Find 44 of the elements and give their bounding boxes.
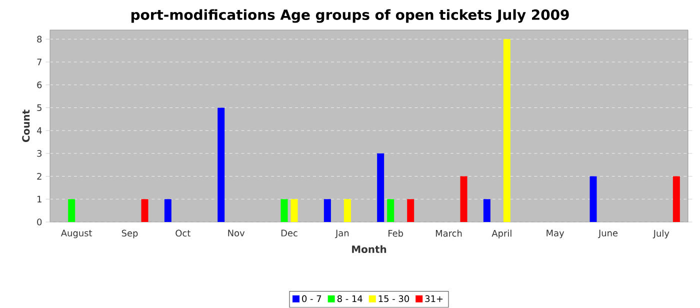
chart-title: port-modifications Age groups of open tickets July 2009 — [131, 9, 569, 23]
legend-label: 15 - 30 — [378, 295, 409, 302]
x-tick-label: March — [436, 230, 462, 237]
legend-label: 8 - 14 — [337, 295, 362, 302]
bar — [324, 199, 331, 222]
bar — [503, 39, 510, 222]
bar — [218, 108, 225, 222]
legend-label: 0 - 7 — [302, 295, 322, 302]
bar — [672, 176, 680, 222]
y-tick-label: 2 — [37, 173, 42, 180]
y-tick-label: 1 — [38, 196, 42, 203]
x-tick-label: Feb — [388, 230, 404, 237]
bar — [387, 199, 394, 222]
bar — [483, 199, 490, 222]
x-tick-label: Nov — [228, 230, 245, 237]
x-tick-label: May — [546, 230, 564, 238]
x-tick-label: Dec — [281, 230, 298, 237]
bar — [377, 154, 384, 222]
bar — [344, 199, 351, 222]
x-tick-label: June — [598, 230, 618, 238]
y-tick-label: 5 — [37, 104, 42, 112]
x-axis-title: Month — [352, 245, 386, 254]
bar — [141, 199, 148, 222]
bar — [290, 199, 298, 222]
x-tick-label: April — [492, 230, 512, 239]
bar — [280, 199, 288, 222]
y-tick-label: 0 — [37, 218, 42, 226]
y-tick-label: 3 — [37, 150, 42, 157]
y-tick-label: 8 — [37, 36, 42, 43]
bar — [590, 176, 597, 222]
x-tick-label: July — [652, 230, 670, 239]
bar — [164, 199, 172, 222]
legend-label: 31+ — [425, 295, 443, 302]
x-tick-label: Sep — [122, 230, 138, 238]
bar — [68, 199, 76, 222]
y-tick-label: 4 — [36, 127, 42, 134]
y-tick-label: 7 — [37, 58, 42, 66]
x-tick-label: August — [60, 230, 92, 238]
bar — [407, 199, 414, 222]
x-tick-label: Oct — [176, 230, 190, 237]
y-tick-label: 6 — [37, 82, 42, 88]
bar — [460, 176, 468, 222]
x-tick-label: Jan — [335, 230, 349, 238]
y-axis-title: Count — [22, 110, 30, 142]
